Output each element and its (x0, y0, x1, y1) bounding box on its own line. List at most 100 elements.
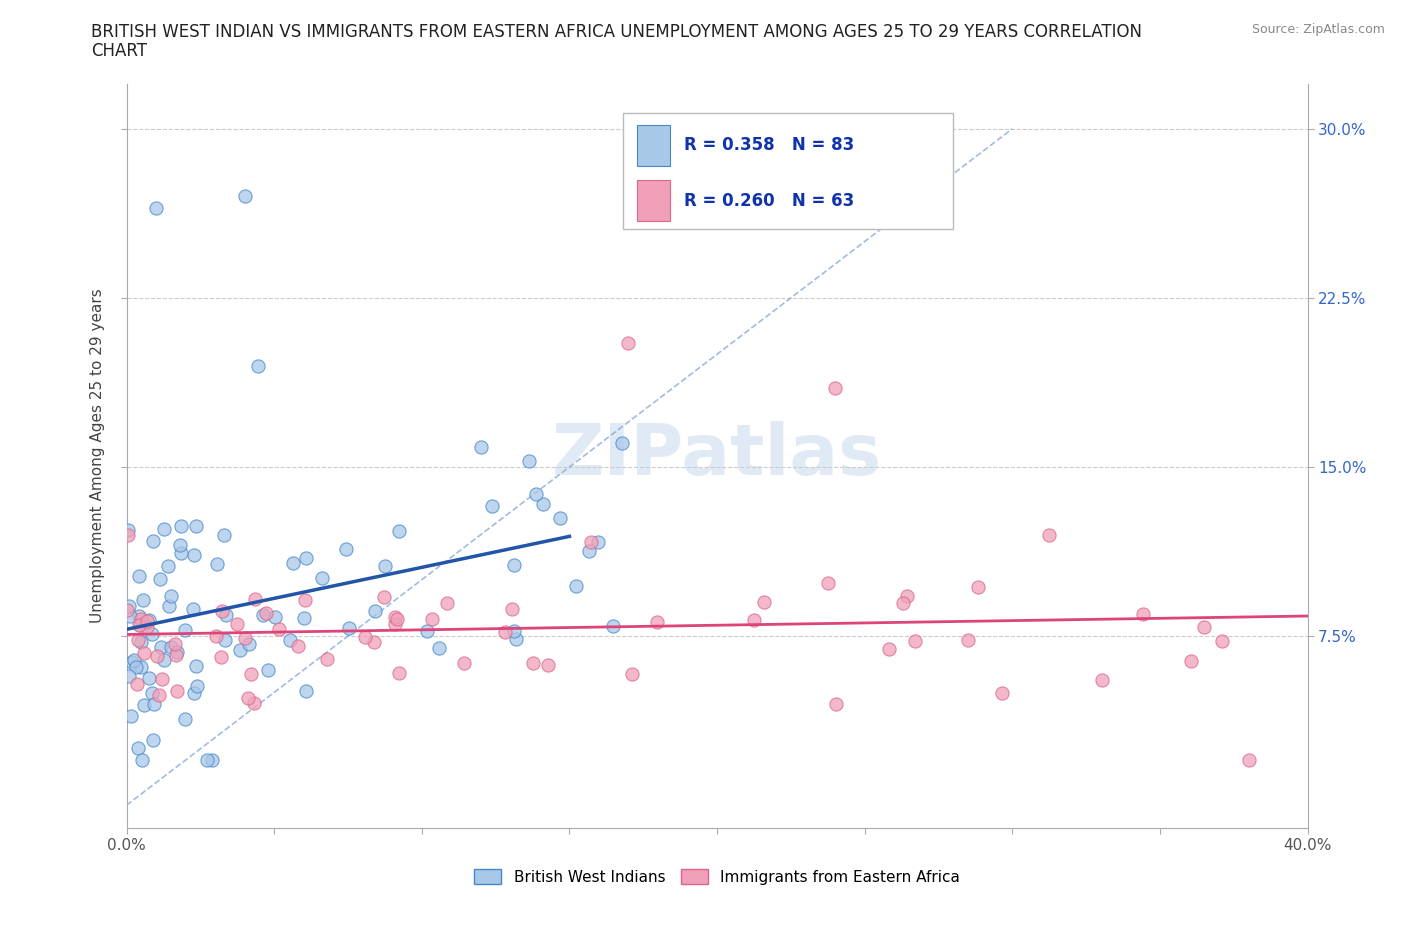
Point (170, 545, 193, 560)
Point (374, 558, 396, 573)
Point (166, 684, 188, 698)
Point (384, 609, 406, 624)
Point (229, 643, 252, 658)
Point (240, 666, 263, 681)
Point (294, 684, 316, 698)
Legend: British West Indians, Immigrants from Eastern Africa: British West Indians, Immigrants from Ea… (468, 862, 966, 891)
Point (269, 621, 291, 636)
Point (149, 571, 172, 586)
Y-axis label: Unemployment Among Ages 25 to 29 years: Unemployment Among Ages 25 to 29 years (90, 288, 105, 623)
Point (121, 655, 143, 670)
Point (183, 686, 205, 701)
Point (236, 690, 259, 705)
Point (278, 632, 301, 647)
Point (127, 740, 149, 755)
Point (120, 709, 142, 724)
Point (165, 647, 187, 662)
Text: R = 0.260   N = 63: R = 0.260 N = 63 (683, 192, 855, 210)
Point (1192, 619, 1215, 634)
Point (752, 595, 775, 610)
Point (537, 658, 560, 672)
Point (233, 189, 256, 204)
Text: BRITISH WEST INDIAN VS IMMIGRANTS FROM EASTERN AFRICA UNEMPLOYMENT AMONG AGES 25: BRITISH WEST INDIAN VS IMMIGRANTS FROM E… (91, 23, 1143, 41)
Point (373, 590, 395, 604)
Point (817, 575, 839, 590)
Point (825, 697, 848, 711)
Point (578, 544, 600, 559)
Point (586, 535, 609, 550)
Point (129, 612, 152, 627)
Point (337, 620, 360, 635)
Point (141, 686, 163, 701)
Point (132, 645, 155, 660)
Point (233, 631, 256, 645)
Point (145, 200, 167, 215)
Point (247, 359, 270, 374)
Point (141, 627, 163, 642)
Point (243, 696, 266, 711)
Point (295, 551, 318, 565)
Point (131, 752, 153, 767)
FancyBboxPatch shape (637, 180, 669, 221)
Point (150, 639, 173, 654)
Point (214, 633, 236, 648)
Point (501, 601, 523, 616)
Point (470, 439, 492, 454)
Point (505, 631, 527, 646)
Point (294, 593, 316, 608)
Point (256, 663, 278, 678)
Point (335, 541, 357, 556)
Point (385, 611, 408, 626)
Point (990, 685, 1012, 700)
Point (186, 658, 208, 673)
Point (1237, 752, 1260, 767)
Point (281, 555, 304, 570)
Point (1038, 527, 1060, 542)
Point (287, 639, 309, 654)
Point (548, 511, 571, 525)
Point (125, 660, 148, 675)
Point (384, 617, 406, 631)
Point (415, 624, 437, 639)
Point (118, 669, 141, 684)
Point (1132, 606, 1154, 621)
Point (252, 607, 274, 622)
Point (524, 486, 547, 501)
FancyBboxPatch shape (637, 125, 669, 166)
Point (131, 659, 153, 674)
Point (153, 522, 176, 537)
Point (118, 609, 141, 624)
Point (292, 611, 315, 626)
Point (824, 380, 846, 395)
Point (195, 752, 218, 767)
Point (117, 523, 139, 538)
Point (211, 604, 233, 618)
Point (181, 601, 204, 616)
Point (209, 649, 232, 664)
Point (166, 644, 188, 659)
Point (1211, 634, 1233, 649)
Point (502, 558, 524, 573)
Point (174, 623, 197, 638)
Point (128, 569, 150, 584)
Point (1091, 672, 1114, 687)
Point (152, 653, 174, 668)
Point (157, 599, 180, 614)
Point (564, 578, 586, 593)
Point (742, 613, 765, 628)
Point (388, 524, 411, 538)
Point (148, 687, 170, 702)
Point (134, 698, 156, 712)
Point (160, 640, 183, 655)
Point (117, 527, 139, 542)
Point (617, 336, 640, 351)
Point (215, 608, 238, 623)
Point (145, 648, 167, 663)
Point (128, 608, 150, 623)
Point (429, 640, 451, 655)
Point (201, 752, 224, 767)
Point (581, 535, 603, 550)
Point (138, 613, 160, 628)
Point (204, 629, 226, 644)
Point (522, 655, 544, 670)
